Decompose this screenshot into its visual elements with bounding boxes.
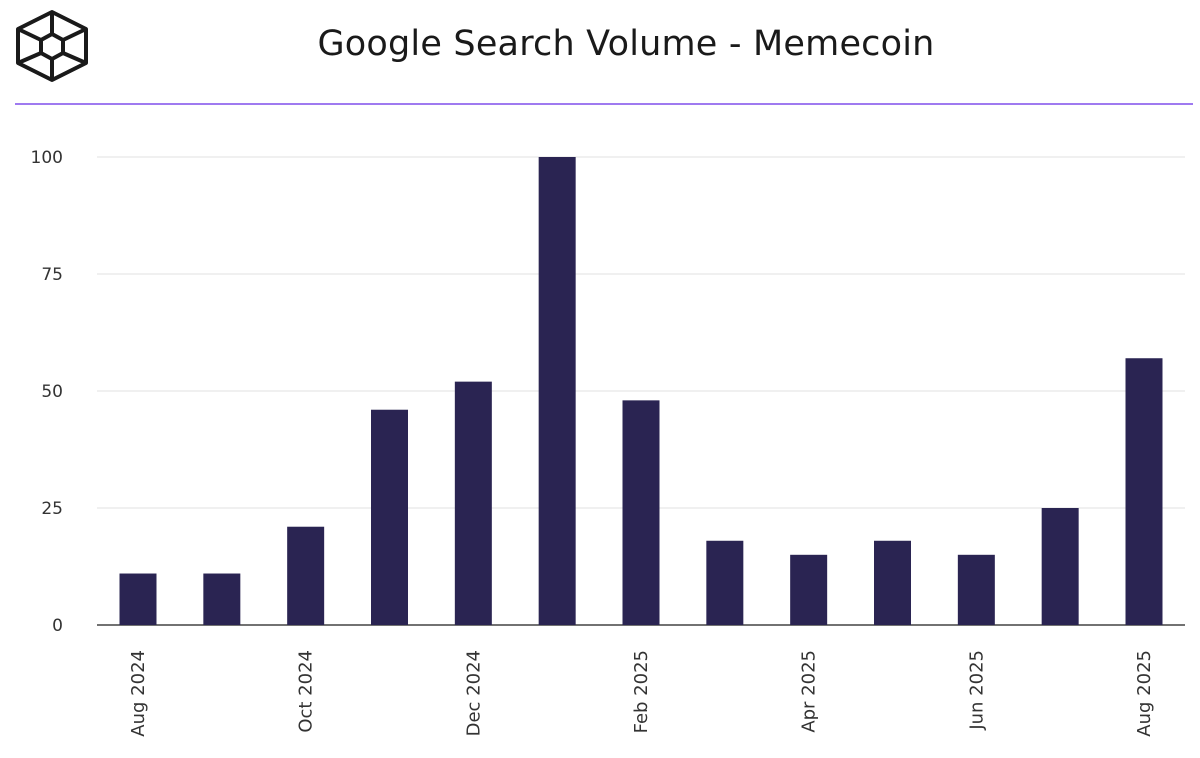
bar: [790, 554, 828, 625]
bar: [287, 526, 325, 625]
bar: [874, 540, 911, 625]
y-tick-label: 25: [41, 499, 63, 519]
y-tick-label: 0: [52, 616, 63, 636]
brand-logo-icon: [16, 10, 88, 82]
x-tick-label: Dec 2024: [463, 650, 484, 736]
bar: [454, 381, 492, 625]
bar: [1041, 508, 1079, 625]
bar: [706, 540, 744, 625]
chart-title: Google Search Volume - Memecoin: [317, 24, 935, 64]
x-tick-label: Apr 2025: [799, 650, 820, 733]
x-tick-label: Aug 2024: [128, 650, 149, 737]
x-tick-label: Aug 2025: [1134, 650, 1155, 737]
x-tick-label: Oct 2024: [296, 650, 317, 733]
bar: [371, 409, 408, 625]
bar: [119, 573, 157, 625]
bar: [957, 554, 995, 625]
y-tick-label: 50: [41, 382, 63, 402]
y-tick-label: 75: [41, 265, 63, 285]
header-divider: [15, 103, 1193, 105]
x-tick-label: Feb 2025: [631, 650, 652, 733]
y-tick-label: 100: [31, 148, 63, 168]
bar: [538, 157, 576, 625]
bar: [1125, 358, 1163, 625]
x-tick-label: Jun 2025: [966, 650, 987, 731]
bar: [622, 400, 660, 625]
bar: [203, 573, 241, 625]
